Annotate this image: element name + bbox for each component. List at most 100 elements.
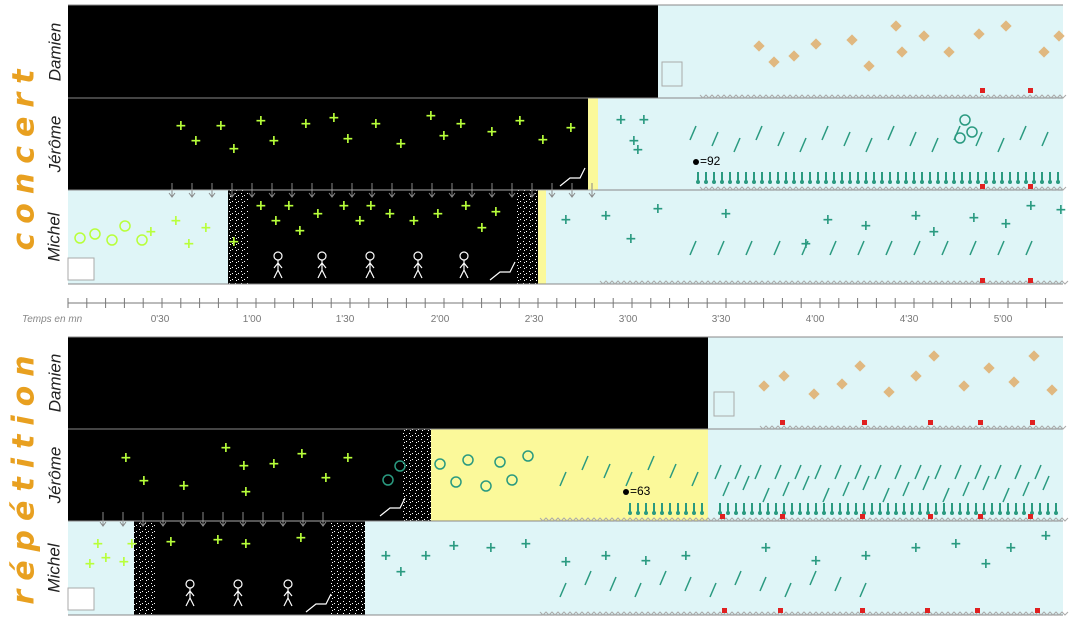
note-head [864, 180, 868, 184]
plus-mark: + [1000, 216, 1012, 232]
note-head [896, 180, 900, 184]
note-head [968, 180, 972, 184]
note-head [806, 511, 810, 515]
note-head [816, 180, 820, 184]
plus-mark: + [212, 532, 224, 548]
note-head [800, 180, 804, 184]
plus-mark: + [328, 110, 340, 126]
plus-mark: + [514, 113, 526, 129]
plus-mark: + [625, 231, 637, 247]
note-head [904, 180, 908, 184]
red-marker [1028, 514, 1033, 519]
note-head [934, 511, 938, 515]
plus-mark: + [183, 236, 195, 252]
plus-mark: + [760, 540, 772, 556]
plus-mark: + [652, 201, 664, 217]
note-head [870, 511, 874, 515]
plus-mark: + [170, 213, 182, 229]
plus-mark: + [215, 118, 227, 134]
note-head [824, 180, 828, 184]
plus-mark: + [238, 458, 250, 474]
note-head [760, 180, 764, 184]
plus-mark: + [520, 536, 532, 552]
plus-mark: + [126, 536, 138, 552]
plus-mark: + [1005, 540, 1017, 556]
note-head [744, 180, 748, 184]
plus-mark: + [565, 120, 577, 136]
plus-mark: + [438, 128, 450, 144]
note-head [992, 180, 996, 184]
note-head [854, 511, 858, 515]
plus-mark: + [537, 132, 549, 148]
plus-mark: + [120, 450, 132, 466]
plus-mark: + [822, 212, 834, 228]
note-head [912, 180, 916, 184]
plus-mark: + [190, 133, 202, 149]
note-head [1038, 511, 1042, 515]
plus-mark: + [255, 113, 267, 129]
note-head [990, 511, 994, 515]
note-head [720, 180, 724, 184]
red-marker [975, 608, 980, 613]
note-head [928, 180, 932, 184]
zone-cyan [708, 429, 1063, 521]
zone-dither [515, 190, 540, 284]
plus-mark: + [810, 553, 822, 569]
note-head [886, 511, 890, 515]
red-marker [928, 514, 933, 519]
note-head [822, 511, 826, 515]
plus-mark: + [384, 206, 396, 222]
note-head [1040, 180, 1044, 184]
note-head [984, 180, 988, 184]
plus-mark: + [228, 234, 240, 250]
note-head [636, 511, 640, 515]
note-head [942, 511, 946, 515]
brick-wall-icon [68, 588, 94, 610]
note-head [784, 180, 788, 184]
note-head [846, 511, 850, 515]
note-head [1046, 511, 1050, 515]
note-head [750, 511, 754, 515]
note-head [830, 511, 834, 515]
plus-mark: + [312, 206, 324, 222]
note-head [944, 180, 948, 184]
plus-mark: + [448, 538, 460, 554]
note-head [1008, 180, 1012, 184]
note-head [704, 180, 708, 184]
red-marker [978, 514, 983, 519]
note-head [798, 511, 802, 515]
plus-mark: + [395, 136, 407, 152]
plus-mark: + [220, 440, 232, 456]
plus-mark: + [928, 224, 940, 240]
tempo-note-icon [693, 159, 699, 165]
plus-mark: + [294, 223, 306, 239]
red-marker [780, 514, 785, 519]
note-head [726, 511, 730, 515]
note-head [1014, 511, 1018, 515]
plus-mark: + [980, 556, 992, 572]
plus-mark: + [1040, 528, 1052, 544]
plus-mark: + [632, 142, 644, 158]
note-head [676, 511, 680, 515]
plus-mark: + [228, 141, 240, 157]
note-head [832, 180, 836, 184]
plus-mark: + [485, 540, 497, 556]
red-marker [1028, 88, 1033, 93]
red-marker [722, 608, 727, 613]
plus-mark: + [255, 198, 267, 214]
zone-black [68, 5, 658, 98]
plus-mark: + [1055, 202, 1067, 218]
plus-mark: + [420, 548, 432, 564]
plus-mark: + [300, 116, 312, 132]
note-head [952, 180, 956, 184]
note-head [700, 511, 704, 515]
tempo-mark-concert: =92 [700, 154, 721, 168]
note-head [692, 511, 696, 515]
note-head [1024, 180, 1028, 184]
plus-mark: + [178, 478, 190, 494]
zone-black [68, 337, 708, 429]
note-head [644, 511, 648, 515]
note-head [838, 511, 842, 515]
note-head [840, 180, 844, 184]
